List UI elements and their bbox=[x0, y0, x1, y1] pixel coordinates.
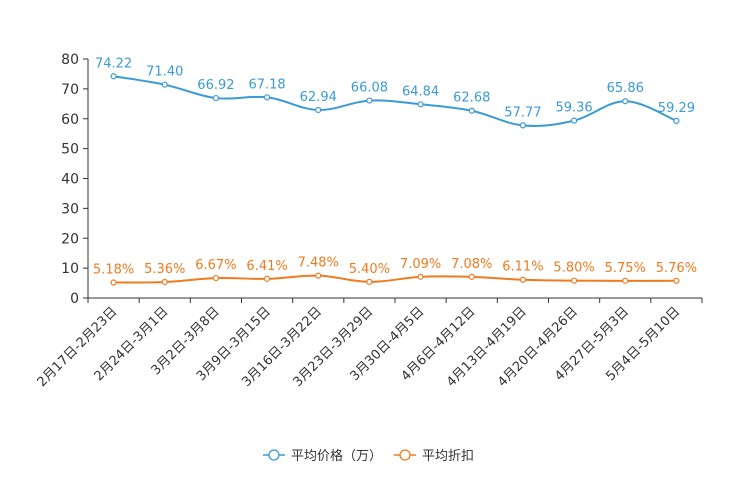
data-label: 57.77 bbox=[504, 105, 541, 120]
data-label: 71.40 bbox=[146, 65, 183, 80]
data-label: 7.08% bbox=[451, 257, 492, 272]
data-label: 5.75% bbox=[605, 261, 646, 276]
data-point[interactable] bbox=[315, 106, 322, 114]
data-point[interactable] bbox=[161, 278, 168, 286]
y-tick-label: 50 bbox=[61, 142, 79, 158]
data-label: 62.68 bbox=[453, 91, 490, 106]
data-point[interactable] bbox=[468, 107, 475, 114]
data-label: 5.36% bbox=[144, 262, 185, 277]
series-2: 5.18% 5.36% 6.67% 6.41% 7.48% 5.40% 7.09% 7.08%… bbox=[93, 256, 697, 286]
series-1: 74.22 71.40 66.92 67.18 62.94 66.08 64.84 62.68… bbox=[95, 56, 695, 129]
data-point[interactable] bbox=[110, 73, 117, 80]
series-line bbox=[113, 75, 677, 127]
y-tick-label: 20 bbox=[61, 231, 79, 247]
data-label: 5.80% bbox=[553, 261, 594, 276]
data-point[interactable] bbox=[366, 97, 373, 104]
data-point[interactable] bbox=[110, 279, 117, 286]
legend-label: 平均折扣 bbox=[422, 449, 474, 464]
data-point[interactable] bbox=[417, 273, 424, 280]
y-tick-label: 70 bbox=[61, 82, 79, 98]
series-layer: 74.22 71.40 66.92 67.18 62.94 66.08 64.84 62.68… bbox=[93, 56, 697, 286]
data-label: 7.09% bbox=[400, 257, 441, 272]
y-tick-label: 40 bbox=[61, 172, 79, 188]
data-point[interactable] bbox=[417, 101, 424, 108]
data-label: 59.29 bbox=[658, 101, 695, 116]
data-label: 5.76% bbox=[656, 261, 697, 276]
data-point[interactable] bbox=[519, 122, 527, 129]
data-point[interactable] bbox=[622, 98, 629, 105]
data-label: 6.67% bbox=[195, 258, 236, 273]
data-point[interactable] bbox=[315, 272, 322, 279]
data-point[interactable] bbox=[212, 274, 220, 282]
data-label: 7.48% bbox=[298, 256, 339, 271]
data-point[interactable] bbox=[212, 94, 220, 102]
legend-item-2[interactable]: 平均折扣 bbox=[394, 449, 474, 464]
data-point[interactable] bbox=[570, 277, 578, 284]
data-label: 66.08 bbox=[351, 81, 388, 96]
legend-marker-icon bbox=[268, 449, 280, 461]
data-label: 59.36 bbox=[555, 101, 592, 116]
data-point[interactable] bbox=[263, 94, 271, 101]
y-tick-label: 30 bbox=[61, 201, 79, 217]
data-point[interactable] bbox=[366, 278, 373, 285]
data-label: 5.18% bbox=[93, 263, 134, 278]
data-label: 5.40% bbox=[349, 262, 390, 277]
y-tick-label: 60 bbox=[61, 112, 79, 128]
data-point[interactable] bbox=[519, 276, 527, 283]
data-label: 66.92 bbox=[197, 78, 234, 93]
data-point[interactable] bbox=[673, 277, 680, 284]
legend-marker-icon bbox=[399, 449, 411, 461]
legend-item-1[interactable]: 平均价格（万） bbox=[263, 448, 382, 464]
data-label: 74.22 bbox=[95, 56, 132, 71]
data-point[interactable] bbox=[263, 275, 271, 282]
series-line bbox=[113, 274, 677, 284]
data-label: 62.94 bbox=[300, 90, 337, 105]
data-label: 6.11% bbox=[502, 260, 543, 275]
data-point[interactable] bbox=[468, 273, 475, 280]
data-point[interactable] bbox=[673, 117, 680, 124]
y-tick-label: 0 bbox=[70, 291, 79, 307]
y-tick-label: 10 bbox=[61, 261, 79, 277]
data-label: 65.86 bbox=[607, 81, 644, 96]
legend[interactable]: 平均价格（万） 平均折扣 bbox=[263, 448, 474, 464]
legend-label: 平均价格（万） bbox=[291, 448, 382, 464]
y-tick-label: 80 bbox=[61, 52, 79, 68]
data-point[interactable] bbox=[570, 117, 578, 124]
data-label: 67.18 bbox=[248, 77, 285, 92]
data-point[interactable] bbox=[622, 277, 629, 284]
data-label: 64.84 bbox=[402, 84, 439, 99]
data-label: 6.41% bbox=[246, 259, 287, 274]
data-point[interactable] bbox=[161, 81, 168, 88]
